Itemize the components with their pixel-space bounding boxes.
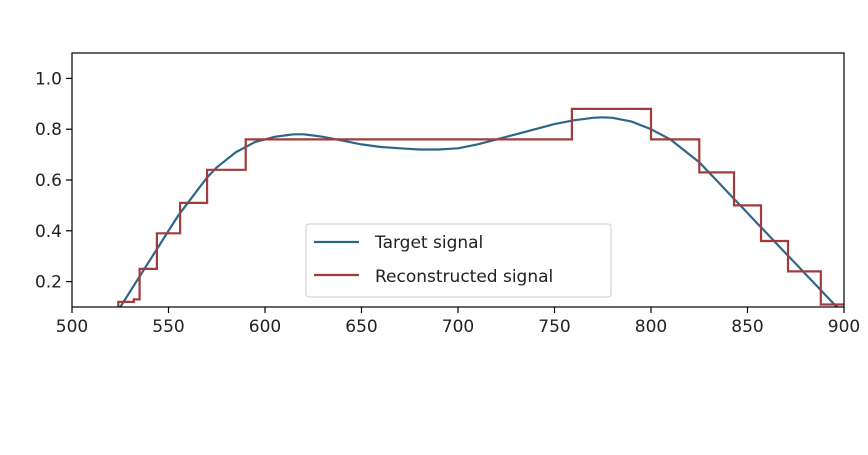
legend-label-target-signal: Target signal: [374, 233, 483, 253]
x-tick-label: 500: [56, 317, 88, 337]
y-tick-label: 0.2: [35, 273, 62, 293]
legend-box: [305, 223, 612, 298]
x-axis-ticks: 500 550 600 650 700 750 800 850 900: [56, 307, 860, 337]
y-tick-label: 0.4: [35, 222, 62, 242]
series-line-reconstructed-signal: [117, 107, 844, 307]
y-tick-label: 0.6: [35, 171, 62, 191]
y-tick-label: 0.8: [35, 120, 62, 140]
x-tick-label: 650: [345, 317, 377, 337]
x-tick-label: 900: [828, 317, 860, 337]
y-tick-label: 1.0: [35, 69, 62, 89]
legend-label-reconstructed-signal: Reconstructed signal: [375, 267, 553, 287]
plot-frame: [71, 52, 845, 308]
y-axis-ticks: 0.2 0.4 0.6 0.8 1.0: [35, 69, 72, 293]
x-tick-label: 550: [152, 317, 184, 337]
legend: Target signal Reconstructed signal: [305, 223, 612, 298]
x-tick-label: 750: [538, 317, 570, 337]
plot-series: [117, 107, 844, 307]
x-tick-label: 850: [731, 317, 763, 337]
x-tick-label: 800: [635, 317, 667, 337]
x-tick-label: 700: [442, 317, 474, 337]
x-tick-label: 600: [249, 317, 281, 337]
